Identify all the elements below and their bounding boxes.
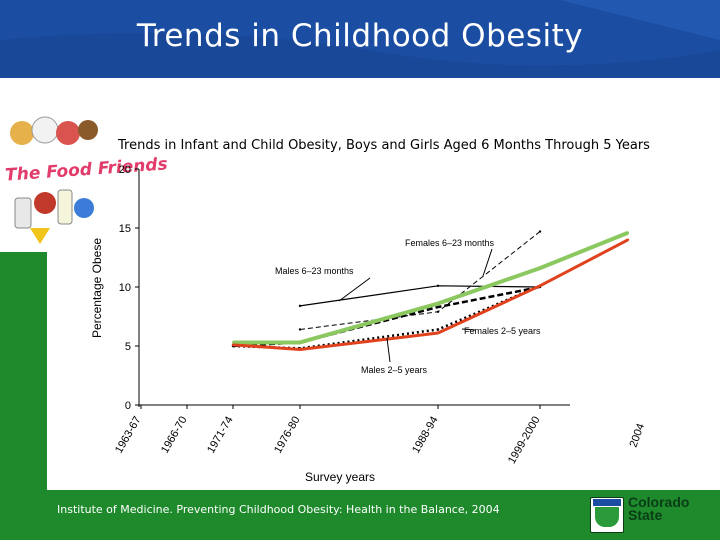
slide-title: Trends in Childhood Obesity	[136, 18, 584, 54]
data-point	[298, 304, 302, 308]
data-point	[298, 328, 302, 331]
x-tick-label: 1999-2000	[506, 415, 543, 467]
annotation-arrow	[338, 277, 371, 302]
annotation-arrow	[386, 337, 391, 363]
chart-annotations: Females 6–23 months Males 6–23 months Fema…	[275, 238, 541, 375]
x-tick-label: 1971-74	[205, 415, 236, 456]
x-tick-label: 1963-67	[113, 415, 144, 456]
y-tick-label: 10	[119, 282, 131, 294]
title-wave-decoration	[0, 0, 720, 78]
annotation-arrow	[482, 248, 493, 277]
x-axis-label: Survey years	[305, 470, 375, 484]
data-point	[298, 348, 302, 351]
data-point	[538, 230, 542, 233]
y-axis-label: Percentage Obese	[90, 238, 104, 338]
data-point	[436, 305, 440, 309]
data-point	[436, 284, 440, 288]
annotation-label: Females 6–23 months	[405, 238, 495, 248]
x-tick-label: 1988-94	[410, 415, 441, 456]
x-tick-label: 1976-80	[272, 415, 303, 456]
y-tick-label: 5	[125, 341, 131, 353]
title-bar: Trends in Childhood Obesity	[0, 0, 720, 78]
csrees-shield-logo	[590, 497, 624, 533]
y-tick-label: 20	[119, 164, 131, 176]
annotation-label: Males 6–23 months	[275, 266, 354, 276]
data-point	[538, 266, 542, 270]
x-tick-label-2004: 2004	[628, 422, 648, 449]
data-point	[298, 341, 302, 344]
chart-series	[231, 230, 630, 352]
data-point	[436, 328, 440, 331]
data-point	[436, 302, 440, 305]
annotation-label: Males 2–5 years	[361, 365, 428, 375]
source-citation: Institute of Medicine. Preventing Childh…	[57, 503, 500, 516]
series-line-males-2-5-years	[232, 284, 541, 350]
annotation-label: Females 2–5 years	[464, 326, 541, 336]
data-point	[626, 238, 630, 241]
chart-title: Trends in Infant and Child Obesity, Boys…	[118, 138, 650, 153]
left-green-strip	[0, 252, 47, 540]
y-tick-label: 0	[125, 400, 131, 412]
data-point	[436, 331, 440, 335]
colorado-state-logo: Colorado State	[628, 494, 690, 523]
data-point	[231, 343, 235, 347]
data-point	[231, 341, 235, 344]
x-tick-label: 1966-70	[159, 415, 190, 456]
data-point	[436, 310, 440, 313]
annotation-arrow	[461, 328, 476, 331]
y-tick-label: 15	[119, 223, 131, 235]
data-point	[538, 284, 542, 288]
food-friends-logo: The Food Friends	[0, 78, 168, 252]
series-line-overlay-green	[233, 230, 629, 345]
data-point	[626, 231, 630, 234]
food-characters-illustration	[10, 116, 98, 244]
